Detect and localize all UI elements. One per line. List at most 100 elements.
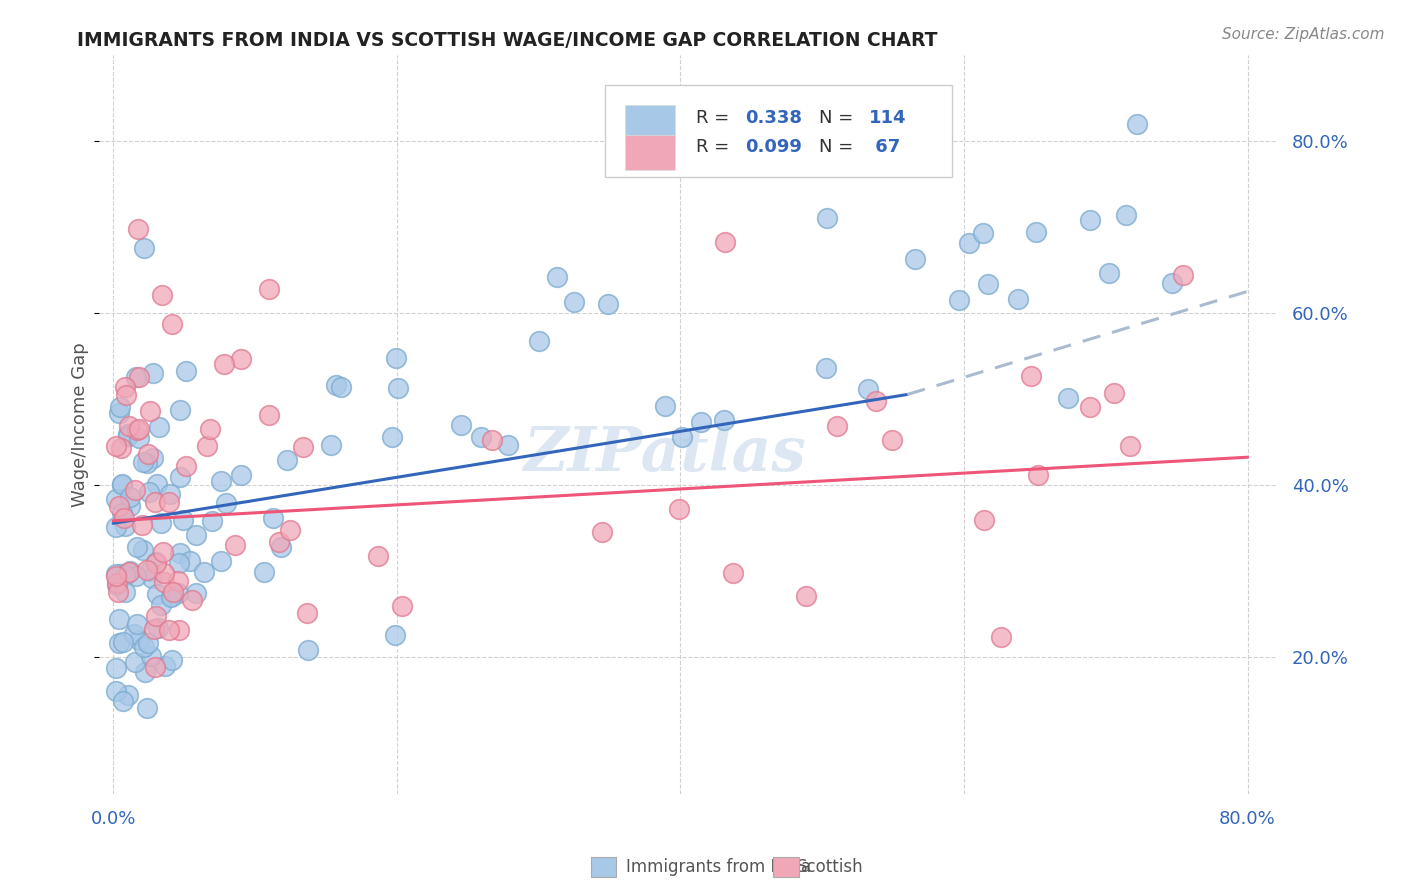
Point <box>157 495 180 509</box>
Point <box>128 431 150 445</box>
Point <box>391 599 413 613</box>
Point <box>110 441 132 455</box>
Point <box>145 609 167 624</box>
Point <box>105 520 128 534</box>
Point <box>270 541 292 555</box>
Point <box>231 468 253 483</box>
Point <box>957 236 980 251</box>
Point <box>209 475 232 489</box>
Point <box>527 334 550 348</box>
Point <box>291 440 314 454</box>
Bar <box>626 105 675 141</box>
Point <box>325 378 347 392</box>
Point <box>184 527 207 541</box>
Point <box>796 589 818 603</box>
Point <box>131 518 153 533</box>
Point <box>470 430 492 444</box>
Point <box>111 507 134 521</box>
Point <box>107 576 129 591</box>
Point <box>184 586 207 600</box>
Point <box>166 586 188 600</box>
Point <box>815 211 838 225</box>
Text: ZIPatlas: ZIPatlas <box>523 424 806 484</box>
Point <box>904 252 927 266</box>
Text: 0.338: 0.338 <box>745 109 803 127</box>
Point <box>111 477 134 491</box>
Point <box>124 627 146 641</box>
Text: IMMIGRANTS FROM INDIA VS SCOTTISH WAGE/INCOME GAP CORRELATION CHART: IMMIGRANTS FROM INDIA VS SCOTTISH WAGE/I… <box>77 31 938 50</box>
Point <box>671 430 693 444</box>
Point <box>128 421 150 435</box>
Point <box>138 485 160 500</box>
Point <box>257 408 280 422</box>
Text: Scottish: Scottish <box>797 858 863 876</box>
Point <box>654 399 676 413</box>
Point <box>973 513 995 527</box>
Point <box>815 361 838 376</box>
Point <box>149 516 172 530</box>
Point <box>125 616 148 631</box>
Point <box>1078 401 1101 415</box>
Point <box>146 587 169 601</box>
Point <box>145 660 167 674</box>
Point <box>169 469 191 483</box>
Point <box>107 585 129 599</box>
Point <box>138 564 160 578</box>
Point <box>1007 292 1029 306</box>
Point <box>135 456 157 470</box>
Point <box>148 420 170 434</box>
Point <box>278 523 301 537</box>
Point <box>1173 268 1195 283</box>
Point <box>118 565 141 579</box>
Point <box>136 447 159 461</box>
Point <box>1057 392 1080 406</box>
Point <box>253 565 276 579</box>
Point <box>827 419 849 434</box>
Point <box>1161 276 1184 290</box>
Point <box>166 574 188 588</box>
Point <box>125 423 148 437</box>
Point <box>174 364 197 378</box>
Point <box>498 438 520 452</box>
Point <box>297 606 319 620</box>
Point <box>481 433 503 447</box>
Text: N =: N = <box>820 109 859 127</box>
Point <box>262 511 284 525</box>
Point <box>153 566 176 580</box>
Point <box>124 655 146 669</box>
Point <box>127 222 149 236</box>
Point <box>105 440 128 454</box>
Point <box>169 403 191 417</box>
Point <box>231 352 253 367</box>
Point <box>142 366 165 380</box>
Point <box>172 513 194 527</box>
Point <box>142 450 165 465</box>
Point <box>118 490 141 504</box>
Point <box>450 417 472 432</box>
Text: 67: 67 <box>869 138 900 156</box>
Point <box>112 511 135 525</box>
Point <box>105 683 128 698</box>
Point <box>118 499 141 513</box>
Point <box>108 400 131 414</box>
Point <box>858 382 880 396</box>
Point <box>267 535 290 549</box>
Point <box>1126 117 1149 131</box>
Point <box>224 538 246 552</box>
Point <box>134 665 156 680</box>
Point <box>257 283 280 297</box>
Y-axis label: Wage/Income Gap: Wage/Income Gap <box>72 343 89 507</box>
Point <box>976 277 998 291</box>
Text: R =: R = <box>696 109 735 127</box>
Point <box>562 295 585 310</box>
Point <box>1080 213 1102 227</box>
Point <box>125 370 148 384</box>
Point <box>108 499 131 513</box>
Point <box>591 524 613 539</box>
Point <box>200 422 222 436</box>
Point <box>118 565 141 579</box>
Point <box>111 634 134 648</box>
Point <box>112 694 135 708</box>
Point <box>159 487 181 501</box>
Point <box>598 297 620 311</box>
